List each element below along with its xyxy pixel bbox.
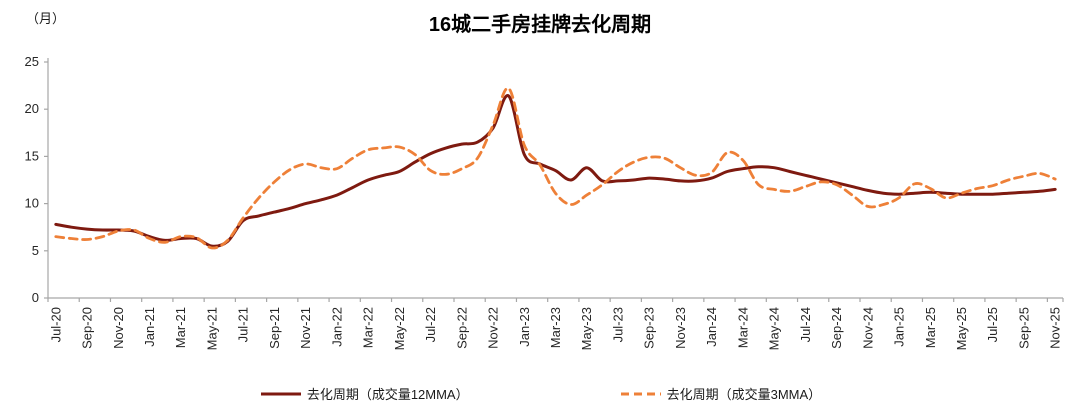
legend-solid-line-icon xyxy=(260,392,301,395)
x-tick-label: Mar-23 xyxy=(548,307,563,348)
series-line-3mma xyxy=(54,86,1057,250)
y-tick-label: 15 xyxy=(25,148,39,163)
x-tick-label: Jan-22 xyxy=(329,307,344,347)
x-tick-label: May-24 xyxy=(767,307,782,350)
x-tick-label: Jan-21 xyxy=(142,307,157,347)
x-tick-label: Sep-24 xyxy=(829,307,844,349)
x-tick-label: Sep-25 xyxy=(1016,307,1031,349)
x-tick-label: Mar-21 xyxy=(173,307,188,348)
x-tick-label: Jul-22 xyxy=(423,307,438,342)
x-tick-label: Jul-21 xyxy=(236,307,251,342)
legend-label-12mma: 去化周期（成交量12MMA） xyxy=(306,387,469,402)
y-tick-label: 0 xyxy=(32,290,39,305)
x-tick-label: Sep-20 xyxy=(80,307,95,349)
x-tick-label: Nov-23 xyxy=(673,307,688,349)
plot-area: 0 5 10 15 20 25 Jul-20 Sep-20 Nov-20 Jan-21 Mar-21… xyxy=(25,54,1064,350)
x-tick-label: May-22 xyxy=(392,307,407,350)
chart-title: 16城二手房挂牌去化周期 xyxy=(428,14,652,36)
x-tick-label: Jan-24 xyxy=(704,307,719,347)
x-tick-label: Jul-20 xyxy=(48,307,63,342)
x-tick-label: Mar-25 xyxy=(923,307,938,348)
y-axis-unit-label: （月） xyxy=(26,11,66,26)
x-tick-label: May-23 xyxy=(579,307,594,350)
y-tick-label: 25 xyxy=(25,54,39,69)
x-tick-label: Nov-25 xyxy=(1048,307,1063,349)
x-tick-label: Jul-24 xyxy=(798,307,813,342)
x-tick-label: Nov-20 xyxy=(111,307,126,349)
legend-item-12mma: 去化周期（成交量12MMA） xyxy=(259,384,469,403)
x-tick-label: Nov-21 xyxy=(298,307,313,349)
legend-item-3mma: 去化周期（成交量3MMA） xyxy=(619,384,822,403)
x-tick-label: Sep-23 xyxy=(642,307,657,349)
x-tick-label: Jul-25 xyxy=(985,307,1000,342)
x-tick-label: May-21 xyxy=(204,307,219,350)
y-tick-label: 10 xyxy=(25,196,39,211)
x-tick-label: Mar-22 xyxy=(361,307,376,348)
y-tick-label: 20 xyxy=(25,101,39,116)
legend-label-3mma: 去化周期（成交量3MMA） xyxy=(666,387,822,402)
x-tick-label: Nov-22 xyxy=(486,307,501,349)
x-tick-label: Jan-23 xyxy=(517,307,532,347)
series-line-12mma xyxy=(54,94,1057,248)
x-tick-label: Sep-21 xyxy=(267,307,282,349)
x-tick-label: Mar-24 xyxy=(735,307,750,348)
legend-dashed-line-icon xyxy=(620,392,661,395)
x-tick-label: May-25 xyxy=(954,307,969,350)
x-tick-label: Nov-24 xyxy=(860,307,875,349)
x-tick-label: Jan-25 xyxy=(892,307,907,347)
legend: 去化周期（成交量12MMA） 去化周期（成交量3MMA） xyxy=(0,384,1080,403)
x-tick-label: Sep-22 xyxy=(454,307,469,349)
x-tick-label: Jul-23 xyxy=(610,307,625,342)
y-tick-label: 5 xyxy=(32,243,39,258)
